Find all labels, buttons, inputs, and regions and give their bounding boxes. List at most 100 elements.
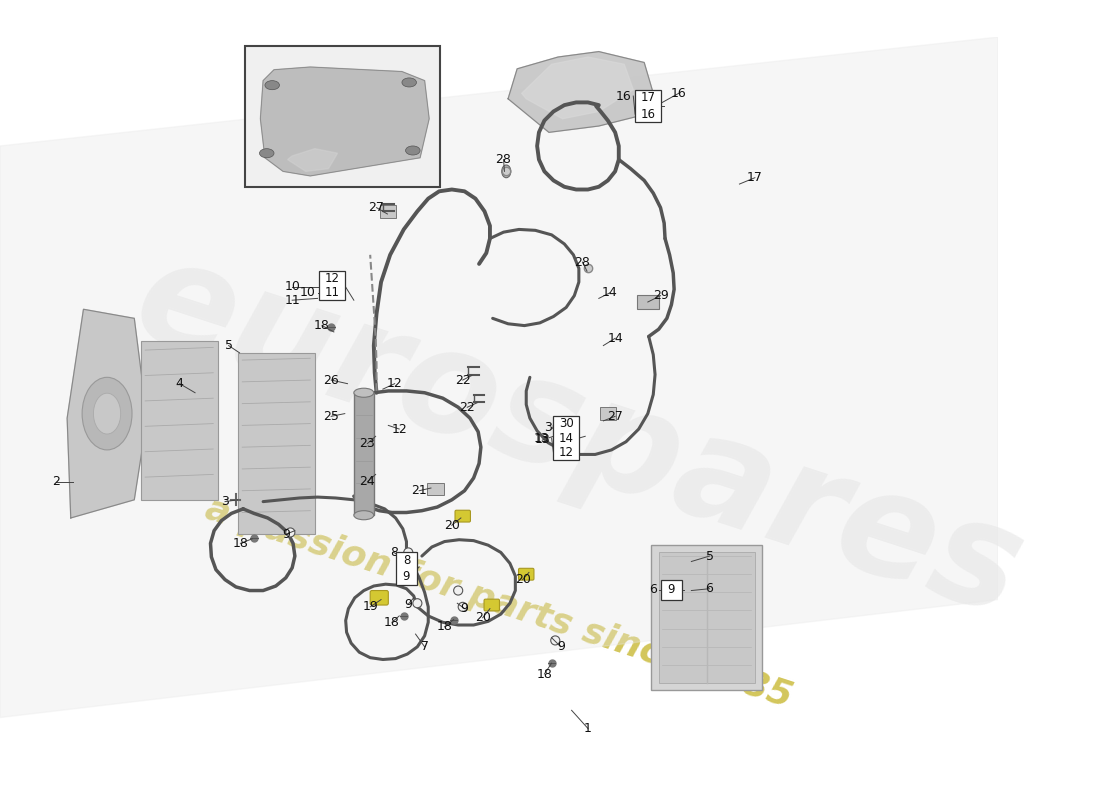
Bar (635, 90, 660, 122)
Text: 14: 14 (602, 286, 617, 299)
Text: 3: 3 (221, 495, 229, 508)
Ellipse shape (82, 378, 132, 450)
FancyBboxPatch shape (371, 590, 388, 605)
FancyBboxPatch shape (518, 568, 534, 580)
Text: 7: 7 (420, 640, 429, 654)
Text: 21: 21 (411, 484, 427, 498)
Text: 17: 17 (644, 105, 659, 118)
Polygon shape (0, 37, 998, 718)
Text: 30: 30 (559, 417, 573, 430)
Bar (245, 46, 440, 186)
Text: 14: 14 (607, 332, 623, 345)
Polygon shape (508, 51, 653, 132)
Text: 6: 6 (705, 582, 714, 595)
Text: 12: 12 (392, 422, 407, 435)
Polygon shape (287, 149, 338, 171)
Text: 19: 19 (362, 600, 378, 614)
Ellipse shape (459, 602, 468, 611)
Text: 25: 25 (323, 410, 339, 423)
Text: 9: 9 (282, 528, 289, 541)
Text: 18: 18 (384, 616, 400, 629)
Bar (319, 271, 344, 300)
Text: 1: 1 (584, 722, 592, 735)
Text: 20: 20 (515, 573, 530, 586)
Text: 9: 9 (668, 583, 675, 596)
Text: 6: 6 (649, 583, 657, 596)
Text: 9: 9 (557, 640, 564, 654)
FancyBboxPatch shape (638, 296, 654, 308)
Text: 5: 5 (705, 550, 714, 562)
Text: 12: 12 (559, 446, 574, 459)
Bar (659, 553, 755, 683)
Ellipse shape (354, 388, 374, 398)
Text: 30: 30 (543, 421, 560, 434)
Text: 13: 13 (535, 432, 550, 445)
Bar (553, 416, 579, 460)
Polygon shape (521, 57, 634, 118)
Text: 16: 16 (640, 108, 656, 121)
Text: 9: 9 (405, 598, 412, 610)
Text: 28: 28 (496, 153, 512, 166)
Bar (354, 393, 374, 515)
Text: 13: 13 (535, 434, 550, 446)
Text: a passion for parts since 1985: a passion for parts since 1985 (201, 492, 796, 714)
Text: 16: 16 (616, 90, 631, 102)
Text: 22: 22 (460, 401, 475, 414)
Text: 4: 4 (176, 377, 184, 390)
Bar (651, 545, 762, 690)
Text: 10: 10 (300, 286, 316, 299)
Ellipse shape (404, 548, 412, 557)
Text: 18: 18 (315, 319, 330, 332)
Text: 12: 12 (324, 272, 340, 285)
Text: 9: 9 (461, 602, 469, 615)
FancyBboxPatch shape (455, 510, 471, 522)
Bar (238, 353, 315, 534)
Text: 12: 12 (387, 377, 403, 390)
Text: 24: 24 (360, 475, 375, 488)
Bar (141, 341, 218, 500)
Text: 20: 20 (444, 518, 460, 532)
Text: 18: 18 (537, 667, 552, 681)
Text: 23: 23 (360, 437, 375, 450)
Polygon shape (261, 67, 429, 176)
Ellipse shape (551, 636, 560, 645)
FancyBboxPatch shape (484, 599, 499, 611)
Ellipse shape (412, 598, 422, 608)
Polygon shape (67, 310, 147, 518)
Ellipse shape (354, 510, 374, 520)
Text: 16: 16 (671, 87, 686, 100)
Text: 27: 27 (607, 410, 623, 423)
Text: 28: 28 (574, 255, 591, 269)
Bar (637, 294, 659, 310)
Bar (396, 553, 417, 585)
FancyBboxPatch shape (381, 205, 396, 218)
Ellipse shape (502, 165, 510, 178)
Text: 18: 18 (437, 620, 452, 634)
Bar (660, 580, 682, 600)
Ellipse shape (260, 149, 274, 158)
Ellipse shape (286, 528, 295, 537)
Text: 27: 27 (368, 201, 385, 214)
Ellipse shape (406, 146, 420, 155)
Text: 18: 18 (232, 537, 249, 550)
Text: 14: 14 (559, 432, 574, 445)
Text: 11: 11 (324, 286, 340, 299)
Text: 8: 8 (389, 546, 398, 559)
Text: 9: 9 (403, 570, 410, 583)
Text: 11: 11 (284, 294, 300, 306)
Text: 29: 29 (652, 289, 669, 302)
Text: 26: 26 (323, 374, 339, 386)
Text: 20: 20 (475, 611, 491, 624)
Ellipse shape (265, 81, 279, 90)
Text: 2: 2 (53, 475, 60, 488)
FancyBboxPatch shape (427, 482, 443, 495)
Text: 22: 22 (454, 374, 471, 386)
Text: 17: 17 (747, 171, 762, 184)
FancyBboxPatch shape (600, 407, 616, 420)
Text: 10: 10 (284, 280, 300, 293)
Text: 8: 8 (403, 554, 410, 567)
Text: 17: 17 (640, 91, 656, 104)
Ellipse shape (453, 586, 463, 595)
Text: 5: 5 (224, 339, 232, 352)
Ellipse shape (402, 78, 417, 87)
